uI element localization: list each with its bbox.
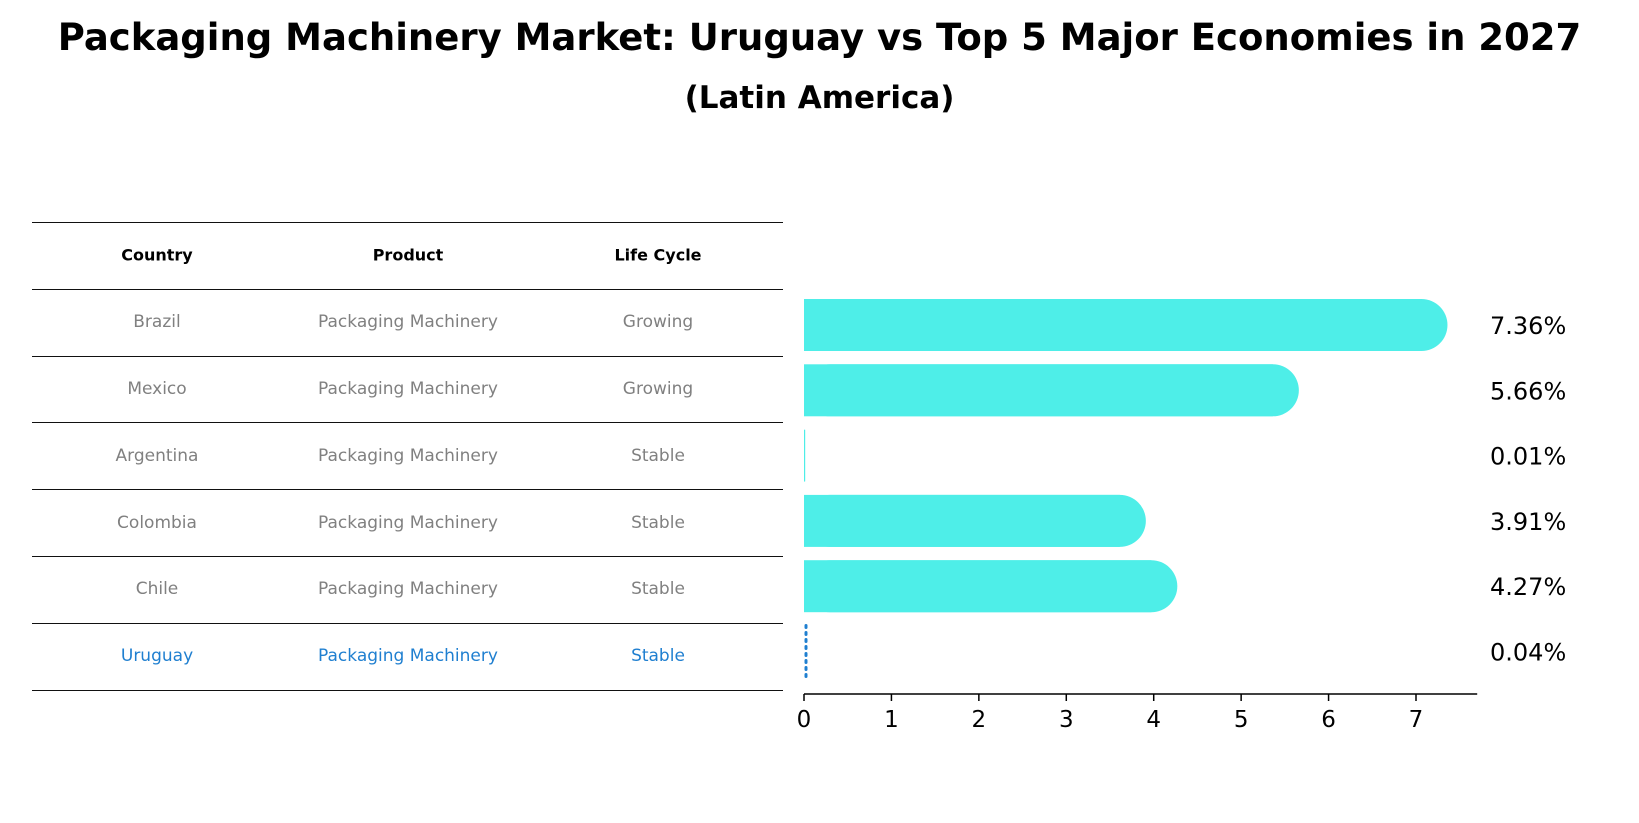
x-tick-label: 5 [1234,707,1249,733]
x-tick-label: 2 [972,707,987,733]
life-cycle-cell: Stable [631,445,685,466]
table-divider [32,222,783,223]
x-tick-label: 1 [884,707,899,733]
bar-body-brazil [804,299,1422,351]
product-cell: Packaging Machinery [318,512,498,533]
table-divider [32,355,783,357]
x-tick-label: 4 [1146,707,1161,733]
country-cell: Brazil [133,312,181,333]
x-tick-label: 0 [797,707,812,733]
bar-body-chile [804,560,1152,613]
header-product: Product [372,245,444,265]
country-cell: Uruguay [120,646,194,667]
country-cell: Mexico [127,379,187,399]
life-cycle-cell: Stable [631,512,685,533]
life-cycle-cell: Growing [622,312,694,333]
value-label: 7.36% [1490,312,1566,340]
table-divider [32,489,783,491]
product-cell: Packaging Machinery [318,579,498,600]
bar-argentina [804,429,806,482]
life-cycle-cell: Growing [622,379,694,399]
table-divider [32,689,783,691]
country-cell: Chile [135,579,179,600]
product-cell: Packaging Machinery [318,312,498,333]
chart-title: Packaging Machinery Market: Uruguay vs T… [57,16,1582,59]
product-cell: Packaging Machinery [318,646,498,667]
life-cycle-cell: Stable [631,646,685,667]
chart-subtitle: (Latin America) [684,80,955,116]
table-divider [32,422,783,424]
table-divider [32,288,783,290]
x-tick-label: 7 [1409,707,1424,733]
header-country: Country [121,245,193,265]
value-label: 3.91% [1490,508,1566,536]
x-tick-label: 6 [1321,707,1336,733]
header-life-cycle: Life Cycle [614,245,702,265]
value-label: 0.01% [1490,443,1566,471]
bar-body-colombia [804,494,1120,547]
table-divider [32,556,783,557]
product-cell: Packaging Machinery [318,379,498,399]
life-cycle-cell: Stable [631,579,685,600]
country-cell: Argentina [115,445,199,466]
value-label: 4.27% [1490,573,1566,601]
bar-body-mexico [804,364,1273,417]
value-label: 0.04% [1490,639,1566,667]
country-cell: Colombia [117,512,197,533]
value-label: 5.66% [1490,377,1566,405]
table-divider [32,622,783,624]
x-tick-label: 3 [1059,707,1074,733]
product-cell: Packaging Machinery [318,445,498,466]
